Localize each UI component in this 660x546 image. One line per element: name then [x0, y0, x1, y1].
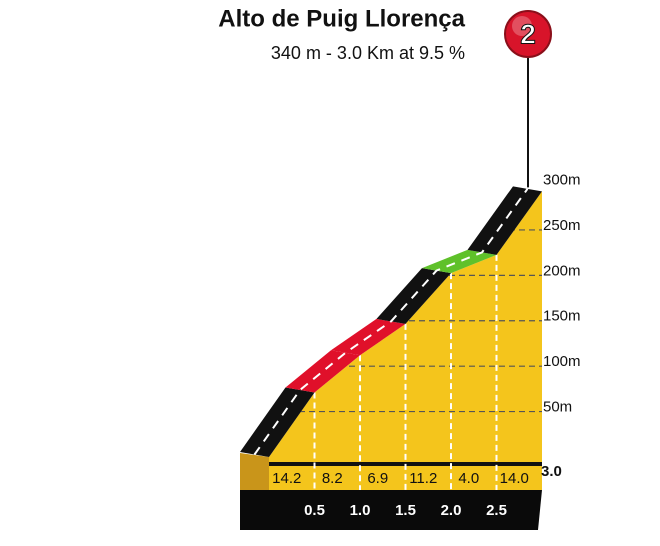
x-tick-label: 3.0	[541, 463, 562, 480]
pin-shine	[512, 16, 532, 36]
road-segment	[285, 350, 360, 393]
pin-head	[504, 10, 552, 58]
x-tick-label: 2.0	[441, 502, 462, 519]
y-tick-label: 250m	[543, 217, 581, 234]
road-segment	[422, 249, 497, 274]
gradient-label: 14.0	[500, 470, 529, 487]
gradient-label: 6.9	[367, 470, 388, 487]
gradient-label: 8.2	[322, 470, 343, 487]
x-tick-label: 0.5	[304, 502, 325, 519]
gradient-label: 4.0	[458, 470, 479, 487]
y-tick-label: 50m	[543, 399, 572, 416]
badge-label: 2	[520, 18, 536, 49]
y-tick-label: 300m	[543, 171, 581, 188]
y-tick-label: 200m	[543, 262, 581, 279]
x-tick-label: 1.5	[395, 502, 416, 519]
distance-band	[240, 490, 542, 530]
chart-subtitle: 340 m - 3.0 Km at 9.5 %	[271, 43, 465, 63]
gradient-label: 14.2	[272, 470, 301, 487]
y-tick-label: 150m	[543, 308, 581, 325]
x-tick-label: 1.0	[350, 502, 371, 519]
road-centerline	[253, 188, 529, 456]
x-tick-label: 2.5	[486, 502, 507, 519]
summit-pin: 2	[504, 10, 552, 188]
chart-title: Alto de Puig Llorença	[218, 5, 465, 32]
profile-area	[269, 191, 542, 491]
gradient-label: 11.2	[409, 470, 437, 487]
road-segment	[467, 186, 542, 255]
y-tick-label: 100m	[543, 353, 581, 370]
